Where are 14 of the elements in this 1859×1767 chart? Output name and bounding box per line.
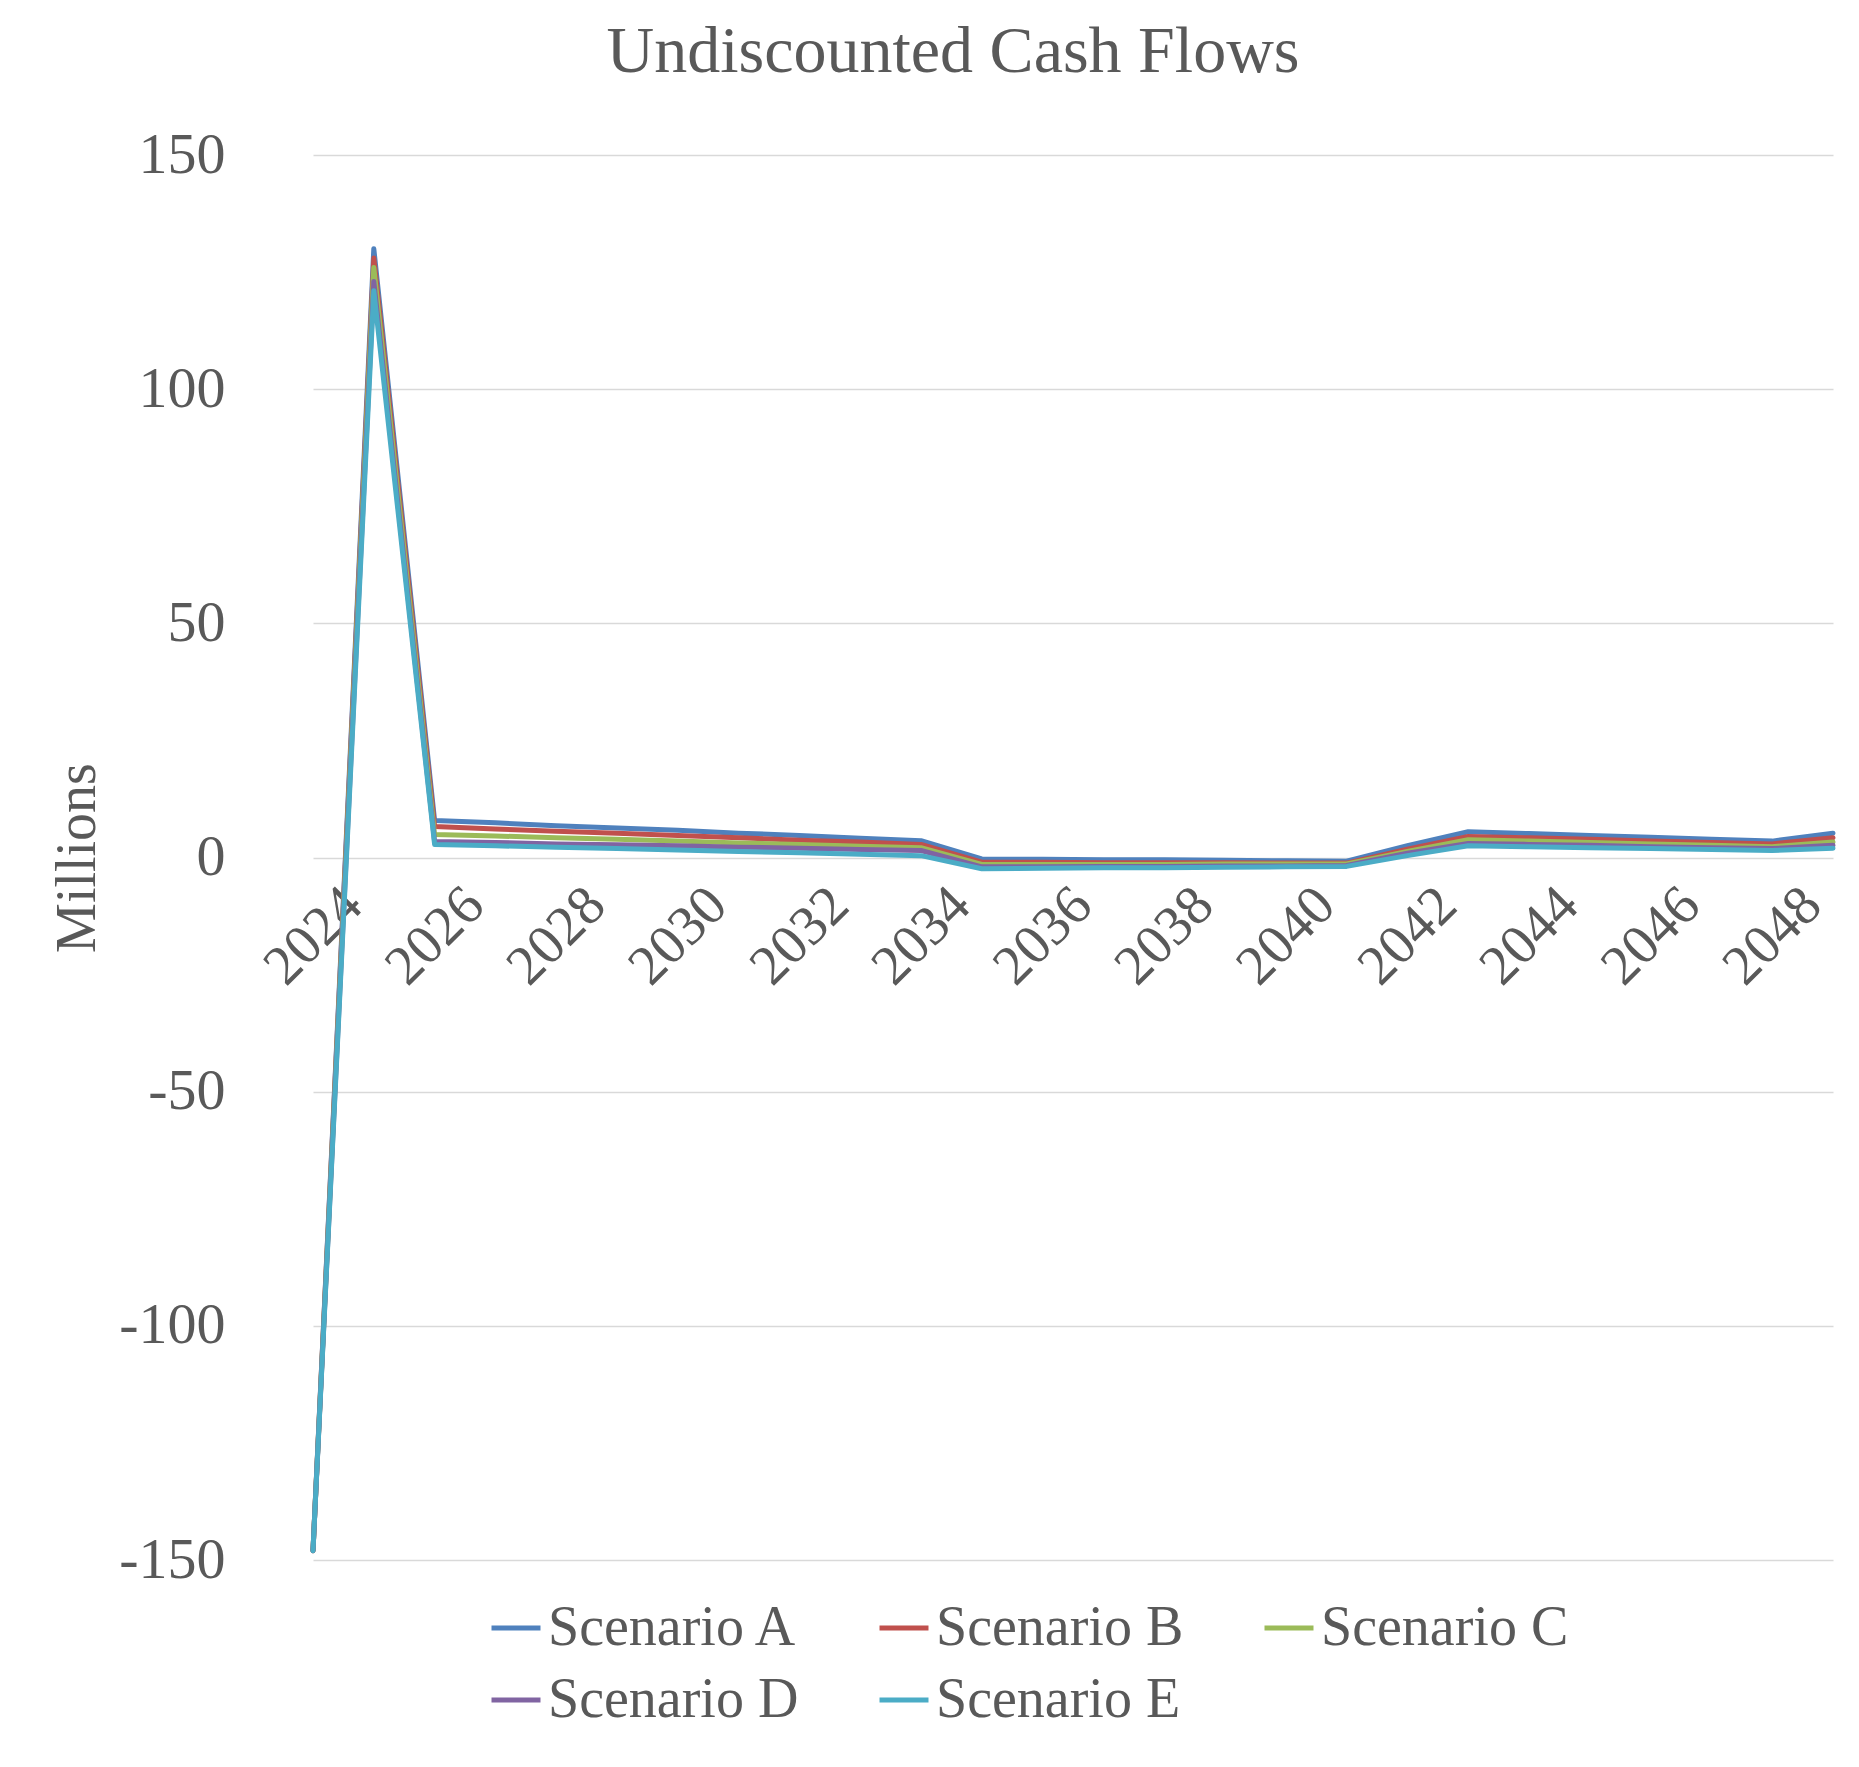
y-tick-label: 50: [167, 588, 226, 654]
legend-label: Scenario D: [548, 1667, 799, 1729]
y-tick-label: 150: [138, 120, 226, 186]
y-tick-label: -150: [119, 1525, 226, 1591]
y-tick-label: 0: [196, 823, 226, 888]
y-tick-label: 100: [138, 354, 226, 420]
chart-title: Undiscounted Cash Flows: [606, 13, 1300, 86]
y-axis-title: Millions: [45, 763, 108, 953]
y-tick-label: -50: [148, 1057, 226, 1123]
legend-label: Scenario A: [548, 1595, 796, 1657]
legend-label: Scenario E: [936, 1667, 1181, 1729]
y-tick-label: -100: [119, 1291, 226, 1357]
legend-label: Scenario C: [1321, 1595, 1569, 1657]
legend-label: Scenario B: [936, 1595, 1184, 1657]
